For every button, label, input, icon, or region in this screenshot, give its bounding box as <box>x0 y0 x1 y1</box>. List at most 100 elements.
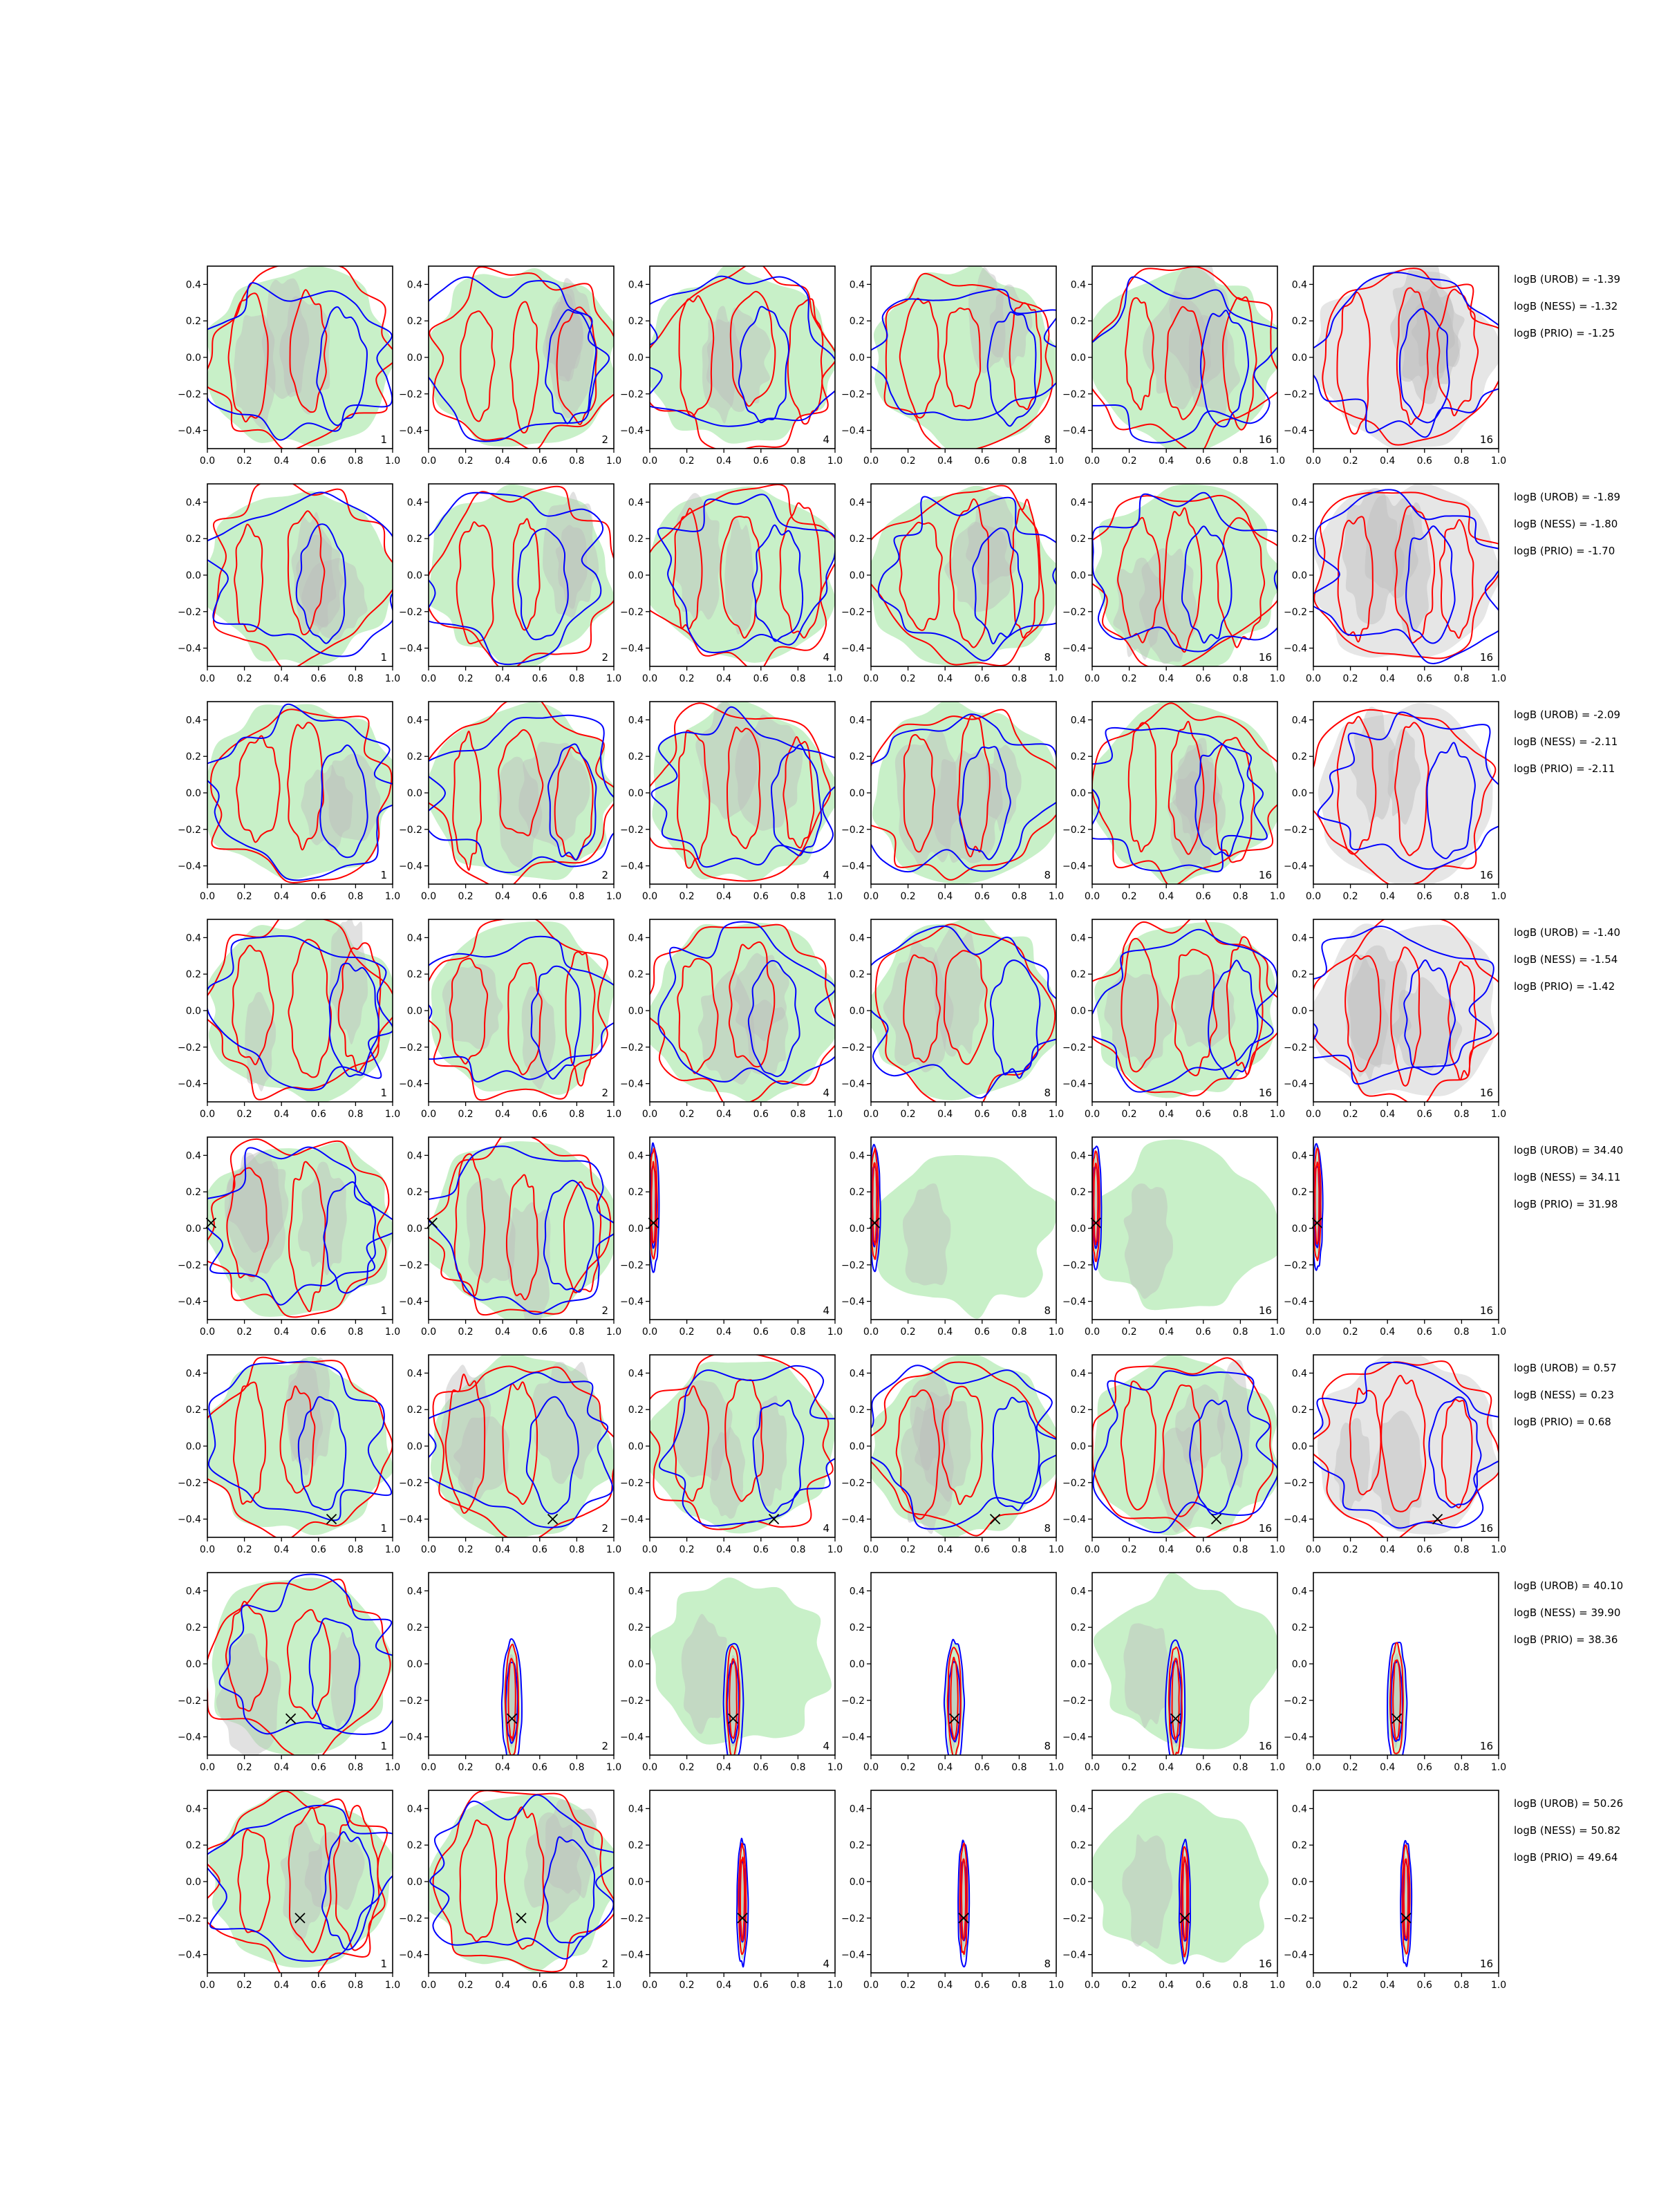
panel-label: 1 <box>380 869 387 881</box>
y-tick-label: 0.4 <box>1071 1368 1086 1379</box>
y-tick-label: 0.0 <box>186 1224 201 1235</box>
gray-density <box>466 1177 516 1284</box>
y-tick-label: 0.4 <box>407 1803 422 1815</box>
x-tick-label: 0.2 <box>236 1762 252 1773</box>
gray-density <box>224 1152 285 1283</box>
y-tick-label: −0.2 <box>399 1913 422 1924</box>
panel-label: 4 <box>823 433 830 446</box>
red-contour <box>1092 919 1277 1097</box>
y-tick-label: 0.2 <box>628 1187 644 1198</box>
x-tick-label: 0.6 <box>975 1327 990 1338</box>
x-tick-label: 0.4 <box>1380 891 1395 902</box>
panel-contours <box>650 1142 660 1273</box>
x-tick-label: 1.0 <box>1049 1109 1064 1120</box>
y-tick-label: −0.4 <box>841 861 865 872</box>
x-tick-label: 0.0 <box>1085 1327 1100 1338</box>
red-contour <box>943 950 988 1065</box>
blue-contour <box>722 1642 744 1755</box>
green-density <box>431 921 614 1095</box>
x-tick-label: 0.4 <box>1380 1762 1395 1773</box>
gray-density <box>902 1183 951 1286</box>
true-parameter-marker <box>989 1513 1001 1525</box>
x-tick-label: 0.6 <box>1417 1544 1432 1555</box>
x-tick-label: 0.6 <box>753 1980 769 1991</box>
red-contour <box>871 1361 1056 1537</box>
red-contour <box>1171 948 1218 1077</box>
x-tick-label: 0.8 <box>1011 1109 1027 1120</box>
x-tick-label: 0.6 <box>975 891 990 902</box>
red-contour <box>207 1578 391 1755</box>
x-tick-label: 0.0 <box>642 1109 657 1120</box>
x-tick-label: 0.0 <box>421 1762 436 1773</box>
y-tick-label: −0.4 <box>178 1515 201 1526</box>
y-tick-label: 0.0 <box>1292 353 1307 364</box>
y-tick-label: 0.4 <box>407 1368 422 1379</box>
blue-contour <box>1387 1641 1408 1755</box>
x-tick-label: 0.2 <box>1121 1544 1136 1555</box>
y-tick-label: 0.2 <box>850 1187 865 1198</box>
x-tick-label: 1.0 <box>827 1544 843 1555</box>
x-tick-label: 0.6 <box>311 456 326 467</box>
blue-contour <box>323 1181 376 1294</box>
panel-r5-c3: 4 0.0 0.2 0.4 0.6 0.8 1.0 0.4 0.2 0.0 −0.2 −0.4 <box>620 1136 843 1338</box>
red-contour <box>1313 919 1499 1102</box>
x-tick-label: 1.0 <box>1049 1980 1064 1991</box>
x-tick-label: 0.8 <box>1454 891 1469 902</box>
blue-contour <box>1426 742 1476 859</box>
red-contour <box>1120 1380 1156 1511</box>
panel-r1-c1: 1 0.0 0.2 0.4 0.6 0.8 1.0 0.4 0.2 0.0 −0.2 −0.4 <box>178 265 400 467</box>
blue-contour <box>1398 308 1450 424</box>
gray-density <box>301 765 353 851</box>
y-tick-label: 0.4 <box>186 1586 201 1597</box>
panel-contours <box>429 1790 614 1973</box>
red-contour <box>288 1161 326 1313</box>
gray-density <box>1387 729 1421 825</box>
x-tick-label: 0.4 <box>1159 1762 1174 1773</box>
blue-contour <box>429 491 604 666</box>
blue-contour <box>751 524 804 642</box>
y-tick-label: −0.2 <box>841 1913 865 1924</box>
y-tick-label: 0.0 <box>186 1877 201 1888</box>
x-tick-label: 0.4 <box>274 673 289 684</box>
blue-contour <box>1181 525 1232 644</box>
panel-label: 1 <box>380 1958 387 1970</box>
x-tick-label: 0.8 <box>1454 1327 1469 1338</box>
x-tick-label: 0.4 <box>937 1109 953 1120</box>
green-density <box>429 484 614 666</box>
gray-density <box>724 518 755 635</box>
red-contour <box>1401 1844 1411 1955</box>
y-tick-label: 0.4 <box>850 715 865 726</box>
red-contour <box>678 295 715 417</box>
x-tick-label: 0.8 <box>1011 1544 1027 1555</box>
panel-r6-c3: 4 0.0 0.2 0.4 0.6 0.8 1.0 0.4 0.2 0.0 −0.2 −0.4 <box>620 1354 843 1555</box>
y-tick-label: −0.4 <box>841 644 865 655</box>
x-tick-label: 0.0 <box>200 1544 215 1555</box>
panel-contours <box>1092 484 1277 666</box>
green-density <box>871 1154 1056 1319</box>
green-density <box>871 919 1056 1100</box>
y-tick-label: −0.2 <box>841 1042 865 1053</box>
red-contour <box>1213 737 1255 863</box>
gray-density <box>330 1631 362 1729</box>
panel-r3-c3: 4 0.0 0.2 0.4 0.6 0.8 1.0 0.4 0.2 0.0 −0.2 −0.4 <box>620 701 843 902</box>
y-tick-label: 0.4 <box>1292 1803 1307 1815</box>
y-tick-label: −0.2 <box>178 1478 201 1489</box>
panel-contours <box>1093 1573 1277 1755</box>
x-tick-label: 1.0 <box>827 891 843 902</box>
blue-contour <box>871 1365 1056 1530</box>
x-tick-label: 0.6 <box>1417 456 1432 467</box>
red-contour <box>236 735 281 843</box>
panel-label: 16 <box>1259 869 1272 881</box>
x-tick-label: 1.0 <box>385 1327 400 1338</box>
panel-r1-c4: 8 0.0 0.2 0.4 0.6 0.8 1.0 0.4 0.2 0.0 −0.2 −0.4 <box>841 265 1064 467</box>
y-tick-label: 0.4 <box>850 932 865 944</box>
y-tick-label: −0.4 <box>178 1950 201 1961</box>
y-tick-label: 0.2 <box>628 1622 644 1633</box>
x-tick-label: 0.4 <box>274 456 289 467</box>
red-contour <box>505 1174 539 1301</box>
blue-contour <box>738 306 790 424</box>
panel-r3-c4: 8 0.0 0.2 0.4 0.6 0.8 1.0 0.4 0.2 0.0 −0.2 −0.4 <box>841 701 1064 902</box>
red-contour <box>286 1609 331 1720</box>
red-contour <box>1182 1856 1188 1941</box>
x-tick-label: 0.2 <box>236 673 252 684</box>
